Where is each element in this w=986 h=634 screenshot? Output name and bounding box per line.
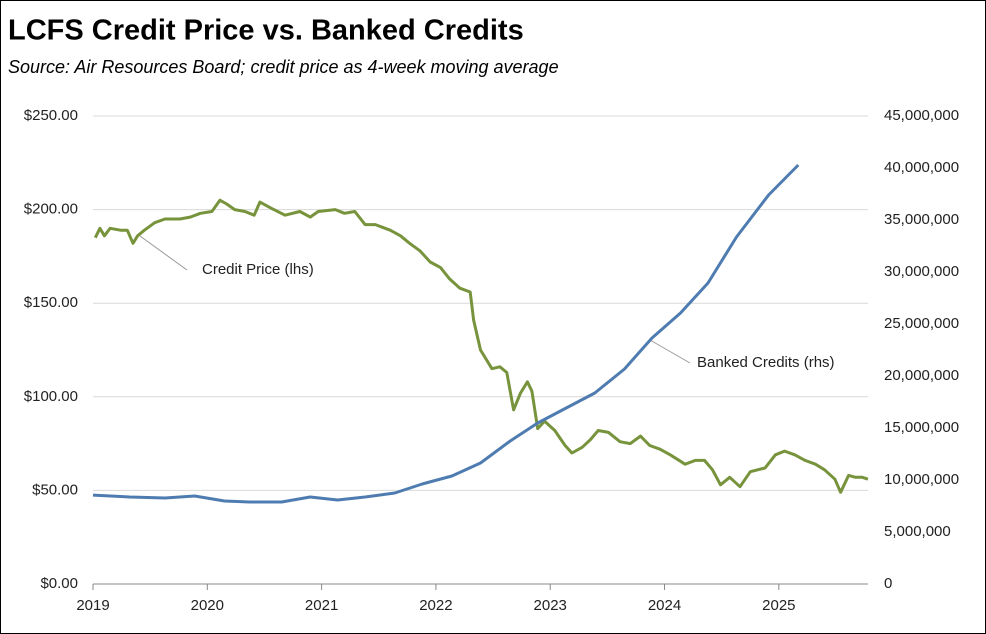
x-tick-label: 2021 bbox=[305, 597, 338, 614]
chart-subtitle: Source: Air Resources Board; credit pric… bbox=[8, 57, 559, 77]
y2-tick-label: 30,000,000 bbox=[884, 263, 959, 280]
y2-tick-label: 40,000,000 bbox=[884, 159, 959, 176]
x-tick-label: 2024 bbox=[648, 597, 681, 614]
y-tick-label: $50.00 bbox=[32, 481, 78, 498]
series-label: Banked Credits (rhs) bbox=[697, 354, 835, 371]
y-tick-label: $150.00 bbox=[24, 294, 78, 311]
x-tick-label: 2019 bbox=[76, 597, 109, 614]
y2-tick-label: 45,000,000 bbox=[884, 107, 959, 124]
y-tick-label: $250.00 bbox=[24, 107, 78, 124]
x-tick-label: 2023 bbox=[534, 597, 567, 614]
y-tick-label: $0.00 bbox=[40, 575, 78, 592]
y2-tick-label: 5,000,000 bbox=[884, 523, 951, 540]
annotation-leader bbox=[649, 339, 691, 364]
x-tick-label: 2020 bbox=[191, 597, 224, 614]
y2-tick-label: 35,000,000 bbox=[884, 211, 959, 228]
y-tick-label: $100.00 bbox=[24, 388, 78, 405]
y2-tick-label: 0 bbox=[884, 575, 892, 592]
x-tick-label: 2025 bbox=[762, 597, 795, 614]
chart-title: LCFS Credit Price vs. Banked Credits bbox=[8, 15, 524, 47]
y2-tick-label: 25,000,000 bbox=[884, 315, 959, 332]
y-tick-label: $200.00 bbox=[24, 201, 78, 218]
y2-tick-label: 10,000,000 bbox=[884, 471, 959, 488]
y2-tick-label: 15,000,000 bbox=[884, 419, 959, 436]
series-label: Credit Price (lhs) bbox=[202, 261, 314, 278]
series-line bbox=[93, 198, 869, 494]
x-tick-label: 2022 bbox=[419, 597, 452, 614]
series-line bbox=[92, 163, 800, 504]
y2-tick-label: 20,000,000 bbox=[884, 367, 959, 384]
annotation-leader bbox=[139, 235, 188, 271]
